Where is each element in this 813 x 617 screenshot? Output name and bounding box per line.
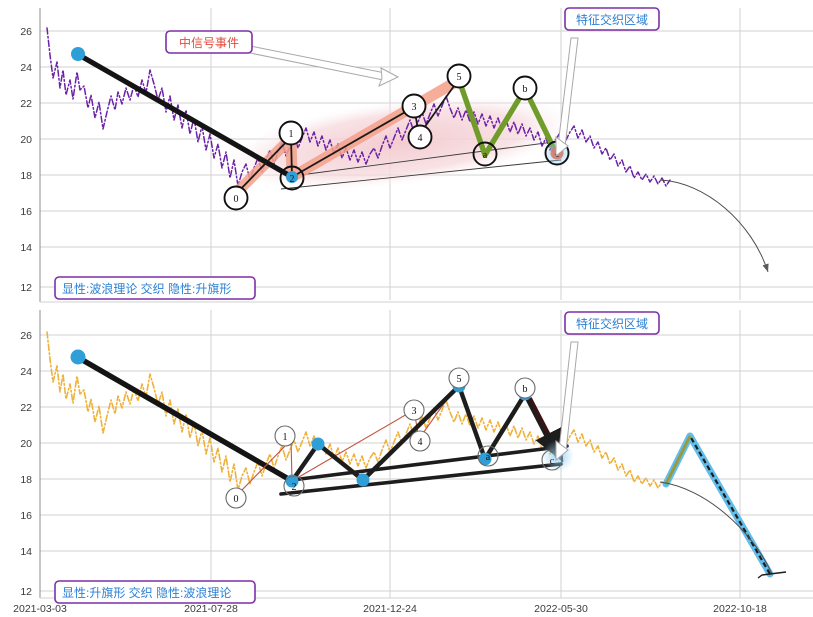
feature-zone-tag[interactable]: 特征交织区域 bbox=[564, 7, 660, 31]
wave-label-c: c bbox=[550, 456, 555, 467]
wave-marker-4[interactable] bbox=[409, 430, 431, 452]
channel-lines bbox=[280, 140, 562, 190]
x-tick: 2021-07-28 bbox=[184, 603, 238, 615]
y-tick: 26 bbox=[20, 26, 32, 38]
wave-label-2: 2 bbox=[292, 482, 297, 493]
bottom-legend[interactable]: 显性:升旗形 交织 隐性:波浪理论 bbox=[54, 580, 256, 604]
forecast-projection-olive bbox=[664, 435, 692, 485]
abc-zigzag-green bbox=[456, 77, 560, 158]
feature-zone-label: 特征交织区域 bbox=[576, 316, 648, 331]
wave-marker-1[interactable] bbox=[274, 425, 296, 447]
mid-signal-event-tag[interactable]: 中信号事件 bbox=[165, 30, 253, 54]
y-tick: 26 bbox=[20, 330, 32, 342]
y-tick: 20 bbox=[20, 134, 32, 146]
wave-label-1: 1 bbox=[289, 129, 294, 140]
top-legend[interactable]: 显性:波浪理论 交织 隐性:升旗形 bbox=[54, 276, 256, 300]
wave-label-0: 0 bbox=[234, 194, 239, 205]
y-tick: 12 bbox=[20, 282, 32, 294]
y-tick: 20 bbox=[20, 438, 32, 450]
x-tick: 2022-10-18 bbox=[713, 603, 767, 615]
wave-label-a: a bbox=[483, 150, 488, 161]
top-y-axis-labels: 26 24 22 20 18 16 14 12 bbox=[20, 26, 32, 294]
wave-label-4: 4 bbox=[418, 437, 423, 448]
series-start-marker bbox=[70, 349, 86, 365]
x-tick: 2021-03-03 bbox=[13, 603, 67, 615]
wave-labels-group bbox=[225, 367, 563, 509]
feature-zone-tag[interactable]: 特征交织区域 bbox=[564, 311, 660, 335]
wave-marker-5[interactable] bbox=[448, 367, 470, 389]
y-tick: 14 bbox=[20, 242, 32, 254]
point2-marker bbox=[286, 171, 298, 183]
wave-marker-5[interactable] bbox=[446, 63, 472, 89]
x-axis-labels: 2021-03-03 2021-07-28 2021-12-24 2022-05… bbox=[13, 603, 767, 615]
y-tick: 16 bbox=[20, 206, 32, 218]
wave-label-a: a bbox=[486, 452, 491, 463]
wave-marker-2[interactable] bbox=[279, 165, 305, 191]
top-legend-label: 显性:波浪理论 交织 隐性:升旗形 bbox=[62, 281, 231, 296]
y-tick: 22 bbox=[20, 98, 32, 110]
wave-label-3: 3 bbox=[412, 406, 417, 417]
flag-channel-lines bbox=[279, 444, 569, 496]
bottom-legend-label: 显性:升旗形 交织 隐性:波浪理论 bbox=[62, 585, 231, 600]
wave-label-5: 5 bbox=[457, 374, 462, 385]
wave-label-0: 0 bbox=[234, 494, 239, 505]
x-tick: 2022-05-30 bbox=[534, 603, 588, 615]
wave-marker-2[interactable] bbox=[283, 475, 305, 497]
forecast-arc bbox=[659, 179, 769, 273]
wave-label-b: b bbox=[523, 84, 528, 95]
x-tick: 2021-12-24 bbox=[363, 603, 417, 615]
wave-label-3: 3 bbox=[412, 102, 417, 113]
wave-label-b: b bbox=[523, 384, 528, 395]
y-tick: 12 bbox=[20, 586, 32, 598]
wave-marker-3[interactable] bbox=[403, 399, 425, 421]
wave-label-5: 5 bbox=[457, 72, 462, 83]
wave-label-1: 1 bbox=[283, 432, 288, 443]
pivot-marker-a bbox=[478, 452, 492, 466]
bottom-y-axis-labels: 26 24 22 20 18 16 14 12 bbox=[20, 330, 32, 598]
wave-labels-group bbox=[223, 63, 570, 211]
pivot-marker-low bbox=[356, 473, 370, 487]
wave-marker-0[interactable] bbox=[225, 487, 247, 509]
wave-marker-3[interactable] bbox=[401, 93, 427, 119]
feature-zone-label: 特征交织区域 bbox=[576, 12, 648, 27]
elliott-connectors bbox=[235, 78, 460, 195]
pivot-marker-1h bbox=[311, 437, 325, 451]
wave-marker-4[interactable] bbox=[407, 124, 433, 150]
y-tick: 18 bbox=[20, 474, 32, 486]
bottom-chart-panel: 26 24 22 20 18 16 14 12 bbox=[0, 306, 813, 617]
wave-marker-b[interactable] bbox=[512, 75, 538, 101]
main-downtrend-line bbox=[76, 355, 295, 484]
wave-marker-a[interactable] bbox=[472, 141, 498, 167]
y-tick: 18 bbox=[20, 170, 32, 182]
forecast-projection-blue bbox=[662, 432, 774, 578]
wave-marker-c[interactable] bbox=[541, 449, 563, 471]
wave-marker-0[interactable] bbox=[223, 185, 249, 211]
zone-pointer-arrow bbox=[555, 341, 579, 462]
wave-label-texts: 0 1 2 3 4 5 a b c bbox=[234, 374, 555, 505]
wave-label-2: 2 bbox=[290, 174, 295, 185]
forecast-arc bbox=[659, 481, 773, 575]
forecast-end-tick bbox=[757, 571, 787, 579]
y-tick: 22 bbox=[20, 402, 32, 414]
mid-signal-event-label: 中信号事件 bbox=[179, 35, 239, 50]
zone-pointer-arrow bbox=[555, 37, 579, 158]
wave-label-4: 4 bbox=[418, 133, 423, 144]
y-tick: 24 bbox=[20, 62, 32, 74]
wave-marker-a[interactable] bbox=[477, 445, 499, 467]
main-downtrend-line bbox=[76, 52, 295, 180]
y-tick: 14 bbox=[20, 546, 32, 558]
wave-marker-b[interactable] bbox=[514, 377, 536, 399]
wave-marker-1[interactable] bbox=[278, 120, 304, 146]
series-start-marker bbox=[71, 47, 85, 61]
y-tick: 24 bbox=[20, 366, 32, 378]
top-chart-panel: 26 24 22 20 18 16 14 12 bbox=[0, 0, 813, 306]
event-pointer-arrow bbox=[249, 45, 400, 87]
y-tick: 16 bbox=[20, 510, 32, 522]
